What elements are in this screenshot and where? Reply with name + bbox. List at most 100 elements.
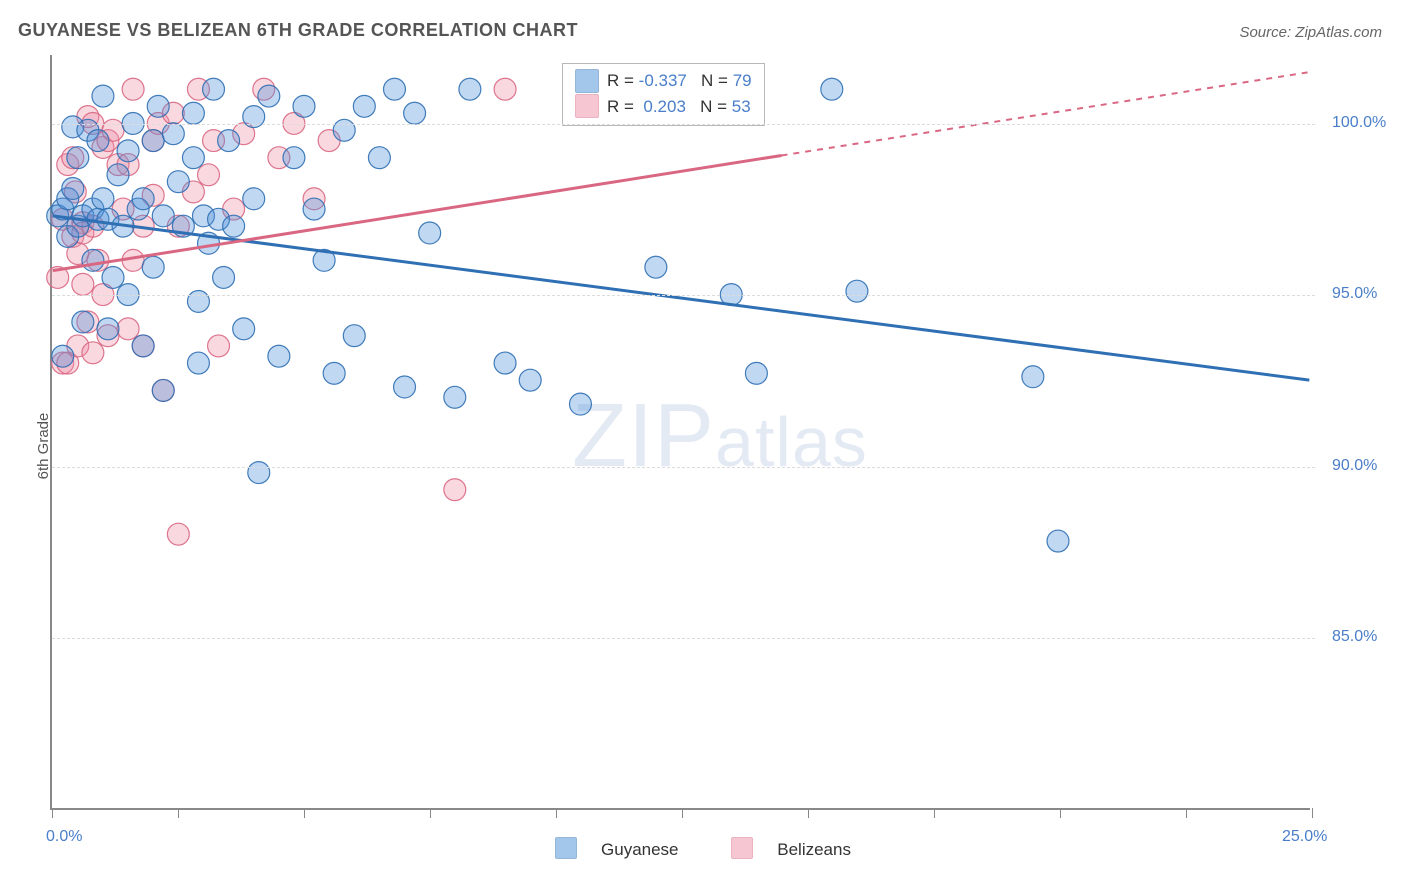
bottom-legend-belizeans: Belizeans — [719, 840, 863, 859]
scatter-point — [107, 164, 129, 186]
bottom-legend: Guyanese Belizeans — [0, 837, 1406, 860]
chart-container: GUYANESE VS BELIZEAN 6TH GRADE CORRELATI… — [0, 0, 1406, 892]
scatter-point — [198, 164, 220, 186]
x-tick — [1312, 808, 1313, 818]
scatter-point — [142, 130, 164, 152]
scatter-point — [218, 130, 240, 152]
scatter-point — [152, 205, 174, 227]
scatter-point — [569, 393, 591, 415]
legend-row-belizeans: R = 0.203 N = 53 — [575, 94, 752, 120]
scatter-point — [92, 85, 114, 107]
scatter-point — [353, 95, 375, 117]
scatter-point — [67, 147, 89, 169]
correlation-legend: R = -0.337 N = 79 R = 0.203 N = 53 — [562, 63, 765, 126]
scatter-point — [268, 345, 290, 367]
scatter-point — [233, 318, 255, 340]
scatter-point — [459, 78, 481, 100]
scatter-point — [82, 342, 104, 364]
x-tick — [1060, 808, 1061, 818]
y-tick-label: 100.0% — [1332, 114, 1386, 132]
chart-title: GUYANESE VS BELIZEAN 6TH GRADE CORRELATI… — [18, 20, 578, 41]
scatter-point — [243, 188, 265, 210]
grid-line — [52, 295, 1315, 296]
scatter-point — [82, 249, 104, 271]
scatter-point — [444, 479, 466, 501]
legend-row-guyanese: R = -0.337 N = 79 — [575, 68, 752, 94]
x-tick — [682, 808, 683, 818]
scatter-point — [293, 95, 315, 117]
scatter-point — [72, 311, 94, 333]
x-tick — [178, 808, 179, 818]
scatter-point — [283, 147, 305, 169]
grid-line — [52, 467, 1315, 468]
scatter-point — [152, 379, 174, 401]
scatter-point — [1022, 366, 1044, 388]
x-tick — [1186, 808, 1187, 818]
scatter-point — [142, 256, 164, 278]
legend-swatch-guyanese — [575, 69, 599, 93]
scatter-point — [394, 376, 416, 398]
grid-line — [52, 638, 1315, 639]
scatter-point — [494, 78, 516, 100]
x-tick — [556, 808, 557, 818]
scatter-point — [122, 78, 144, 100]
y-tick-label: 90.0% — [1332, 457, 1377, 475]
scatter-point — [87, 130, 109, 152]
plot-svg — [52, 55, 1310, 808]
scatter-point — [147, 95, 169, 117]
scatter-point — [333, 119, 355, 141]
trend-line-dashed — [782, 72, 1310, 155]
scatter-point — [419, 222, 441, 244]
x-tick — [52, 808, 53, 818]
scatter-point — [132, 188, 154, 210]
scatter-point — [303, 198, 325, 220]
scatter-point — [846, 280, 868, 302]
x-tick — [430, 808, 431, 818]
x-tick — [934, 808, 935, 818]
scatter-point — [208, 335, 230, 357]
scatter-point — [187, 352, 209, 374]
legend-text: R = 0.203 N = 53 — [607, 94, 751, 120]
scatter-point — [167, 523, 189, 545]
scatter-point — [187, 290, 209, 312]
scatter-point — [182, 147, 204, 169]
scatter-point — [92, 188, 114, 210]
scatter-point — [167, 171, 189, 193]
scatter-point — [258, 85, 280, 107]
swatch-icon — [555, 837, 577, 859]
y-tick-label: 85.0% — [1332, 628, 1377, 646]
grid-line — [52, 124, 1315, 125]
scatter-point — [821, 78, 843, 100]
scatter-point — [117, 318, 139, 340]
swatch-icon — [731, 837, 753, 859]
bottom-legend-guyanese: Guyanese — [543, 840, 691, 859]
y-tick-label: 95.0% — [1332, 285, 1377, 303]
scatter-point — [1047, 530, 1069, 552]
scatter-point — [248, 462, 270, 484]
scatter-point — [203, 78, 225, 100]
legend-text: R = -0.337 N = 79 — [607, 68, 752, 94]
x-tick — [304, 808, 305, 818]
scatter-point — [132, 335, 154, 357]
source-label: Source: ZipAtlas.com — [1239, 24, 1382, 41]
x-tick — [808, 808, 809, 818]
plot-area: ZIPatlas R = -0.337 N = 79 R = 0.203 N =… — [50, 55, 1310, 810]
scatter-point — [223, 215, 245, 237]
scatter-point — [213, 267, 235, 289]
scatter-point — [182, 102, 204, 124]
scatter-point — [97, 318, 119, 340]
scatter-point — [645, 256, 667, 278]
scatter-point — [323, 362, 345, 384]
scatter-point — [368, 147, 390, 169]
scatter-point — [745, 362, 767, 384]
scatter-point — [162, 123, 184, 145]
scatter-point — [404, 102, 426, 124]
scatter-point — [52, 345, 74, 367]
scatter-point — [494, 352, 516, 374]
scatter-point — [102, 267, 124, 289]
scatter-point — [444, 386, 466, 408]
scatter-point — [62, 178, 84, 200]
scatter-point — [343, 325, 365, 347]
scatter-point — [72, 273, 94, 295]
scatter-point — [384, 78, 406, 100]
